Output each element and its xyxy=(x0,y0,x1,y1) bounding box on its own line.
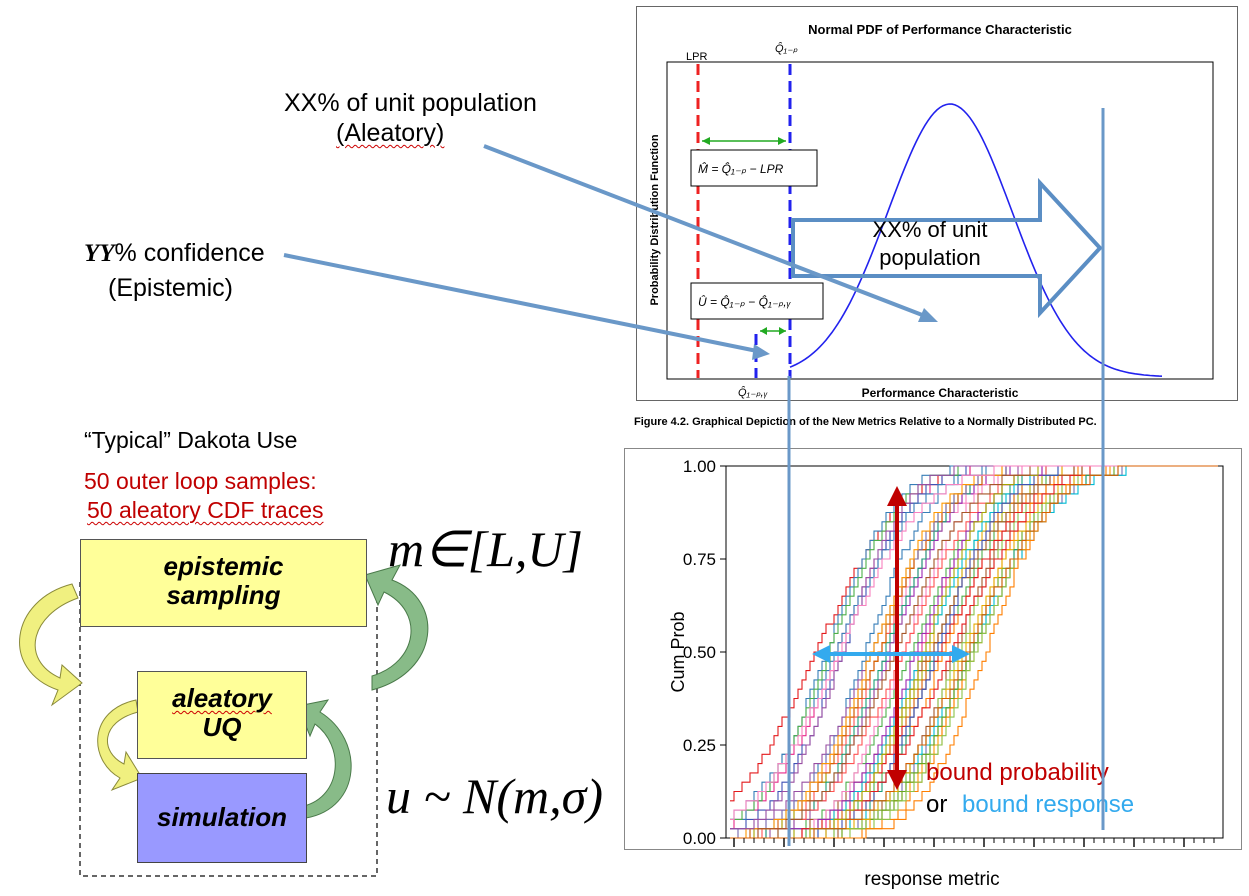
y-tick-label: 1.00 xyxy=(683,457,716,476)
y-tick-label: 0.75 xyxy=(683,550,716,569)
simulation-box-label: simulation xyxy=(156,802,287,832)
cdf-ylabel: Cum Prob xyxy=(668,611,688,692)
arrow-text-line2: population xyxy=(879,245,981,270)
cdf-xlabel: response metric xyxy=(864,869,999,890)
aleatory-callout: XX% of unit population (Aleatory) xyxy=(284,88,584,148)
cdf-trace xyxy=(730,465,1218,820)
population-block-arrow xyxy=(791,177,1103,319)
u-equation-box xyxy=(690,282,824,320)
cdf-traces xyxy=(730,465,1218,839)
cdf-figure xyxy=(624,448,1242,850)
bound-or-label: or xyxy=(926,791,947,818)
epistemic-box-line1: epistemic xyxy=(163,551,284,581)
inner-yellow-loop-arrow xyxy=(97,699,143,792)
inner-green-loop-arrow xyxy=(297,699,352,819)
aleatory-callout-line1: XX% of unit population xyxy=(284,89,537,117)
aleatory-box-line1: aleatory xyxy=(172,683,272,713)
epistemic-callout-prefix: YY xyxy=(84,240,115,267)
workflow-title: “Typical” Dakota Use xyxy=(84,427,298,453)
aleatory-box-line2: UQ xyxy=(202,712,242,742)
y-tick-label: 0.50 xyxy=(683,643,716,662)
normal-pdf-curve xyxy=(789,103,1163,377)
samples-line1: 50 outer loop samples: xyxy=(84,468,317,494)
cdf-trace xyxy=(730,465,1218,839)
epistemic-sampling-box: epistemic sampling xyxy=(80,539,367,627)
pdf-title: Normal PDF of Performance Characteristic xyxy=(808,22,1072,37)
pdf-q-top-label: Q̂₁₋ₚ xyxy=(775,41,798,55)
pdf-xlabel: Performance Characteristic xyxy=(862,386,1019,400)
epistemic-callout: YY% confidence (Epistemic) xyxy=(84,236,344,305)
epistemic-callout-suffix: % confidence xyxy=(114,239,265,267)
bound-response-label: bound response xyxy=(962,791,1134,818)
pdf-lpr-label: LPR xyxy=(686,51,707,63)
interval-equation: m∈[L,U] xyxy=(388,521,583,577)
m-equation-box xyxy=(690,149,818,187)
aleatory-uq-box: aleatory UQ xyxy=(137,671,307,759)
samples-line2: 50 aleatory CDF traces xyxy=(87,497,324,523)
pdf-ylabel: Probability Distribution Function xyxy=(649,134,661,305)
pdf-plot-frame xyxy=(666,61,1214,380)
simulation-box: simulation xyxy=(137,773,307,863)
pdf-q-bottom-label: Q̂₁₋ₚ,ᵧ xyxy=(738,385,768,399)
pdf-figure xyxy=(636,6,1238,401)
m-equation: M̂ = Q̂₁₋ₚ − LPR xyxy=(698,161,784,176)
aleatory-callout-line2: (Aleatory) xyxy=(336,119,445,147)
y-tick-label: 0.25 xyxy=(683,736,716,755)
y-tick-label: 0.00 xyxy=(683,829,716,848)
u-equation: Û = Q̂₁₋ₚ − Q̂₁₋ₚ,ᵧ xyxy=(698,294,792,309)
pdf-caption: Figure 4.2. Graphical Depiction of the N… xyxy=(634,416,1097,428)
aleatory-pointer-arrow xyxy=(483,144,931,320)
epistemic-callout-line2: (Epistemic) xyxy=(108,274,234,302)
arrow-text-line1: XX% of unit xyxy=(873,217,988,242)
bound-probability-label: bound probability xyxy=(926,759,1109,786)
green-loop-arrow xyxy=(364,564,429,691)
cdf-y-ticks: 0.00 0.25 0.50 0.75 1.00 xyxy=(683,457,726,848)
epistemic-pointer-arrow xyxy=(283,253,763,354)
yellow-loop-arrow xyxy=(19,583,83,707)
cdf-x-ticks xyxy=(733,838,1215,847)
normal-equation: u ~ N(m,σ) xyxy=(386,768,603,824)
epistemic-box-line2: sampling xyxy=(166,580,281,610)
